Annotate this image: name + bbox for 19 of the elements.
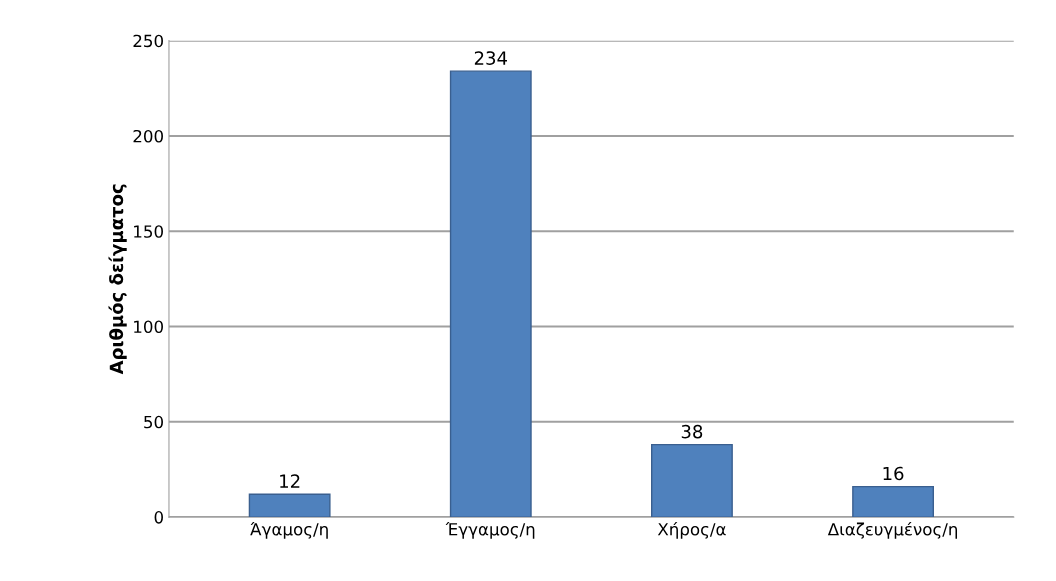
y-axis-title: Αριθμός δείγματος	[108, 184, 127, 375]
y-tick-label: 100	[134, 320, 163, 334]
bar	[852, 485, 934, 518]
data-label: 234	[474, 51, 508, 65]
y-tick-label: 0	[154, 511, 163, 524]
y-tick-label: 250	[133, 34, 163, 48]
data-label: 38	[681, 424, 703, 439]
y-tick-label: 50	[144, 415, 163, 429]
data-label: 12	[280, 474, 300, 488]
data-label: 16	[883, 466, 904, 481]
y-tick-label: 150	[134, 225, 163, 238]
x-tick-label: Άγαμος/η	[250, 521, 328, 539]
bar	[449, 70, 532, 518]
x-tick-label: Χήρος/α	[657, 521, 726, 539]
x-tick-label: Διαζευγμένος/η	[827, 521, 957, 539]
bar	[651, 443, 733, 518]
y-tick-label: 200	[133, 129, 163, 143]
x-tick-label: Έγγαμος/η	[445, 521, 535, 539]
bar	[248, 493, 331, 518]
